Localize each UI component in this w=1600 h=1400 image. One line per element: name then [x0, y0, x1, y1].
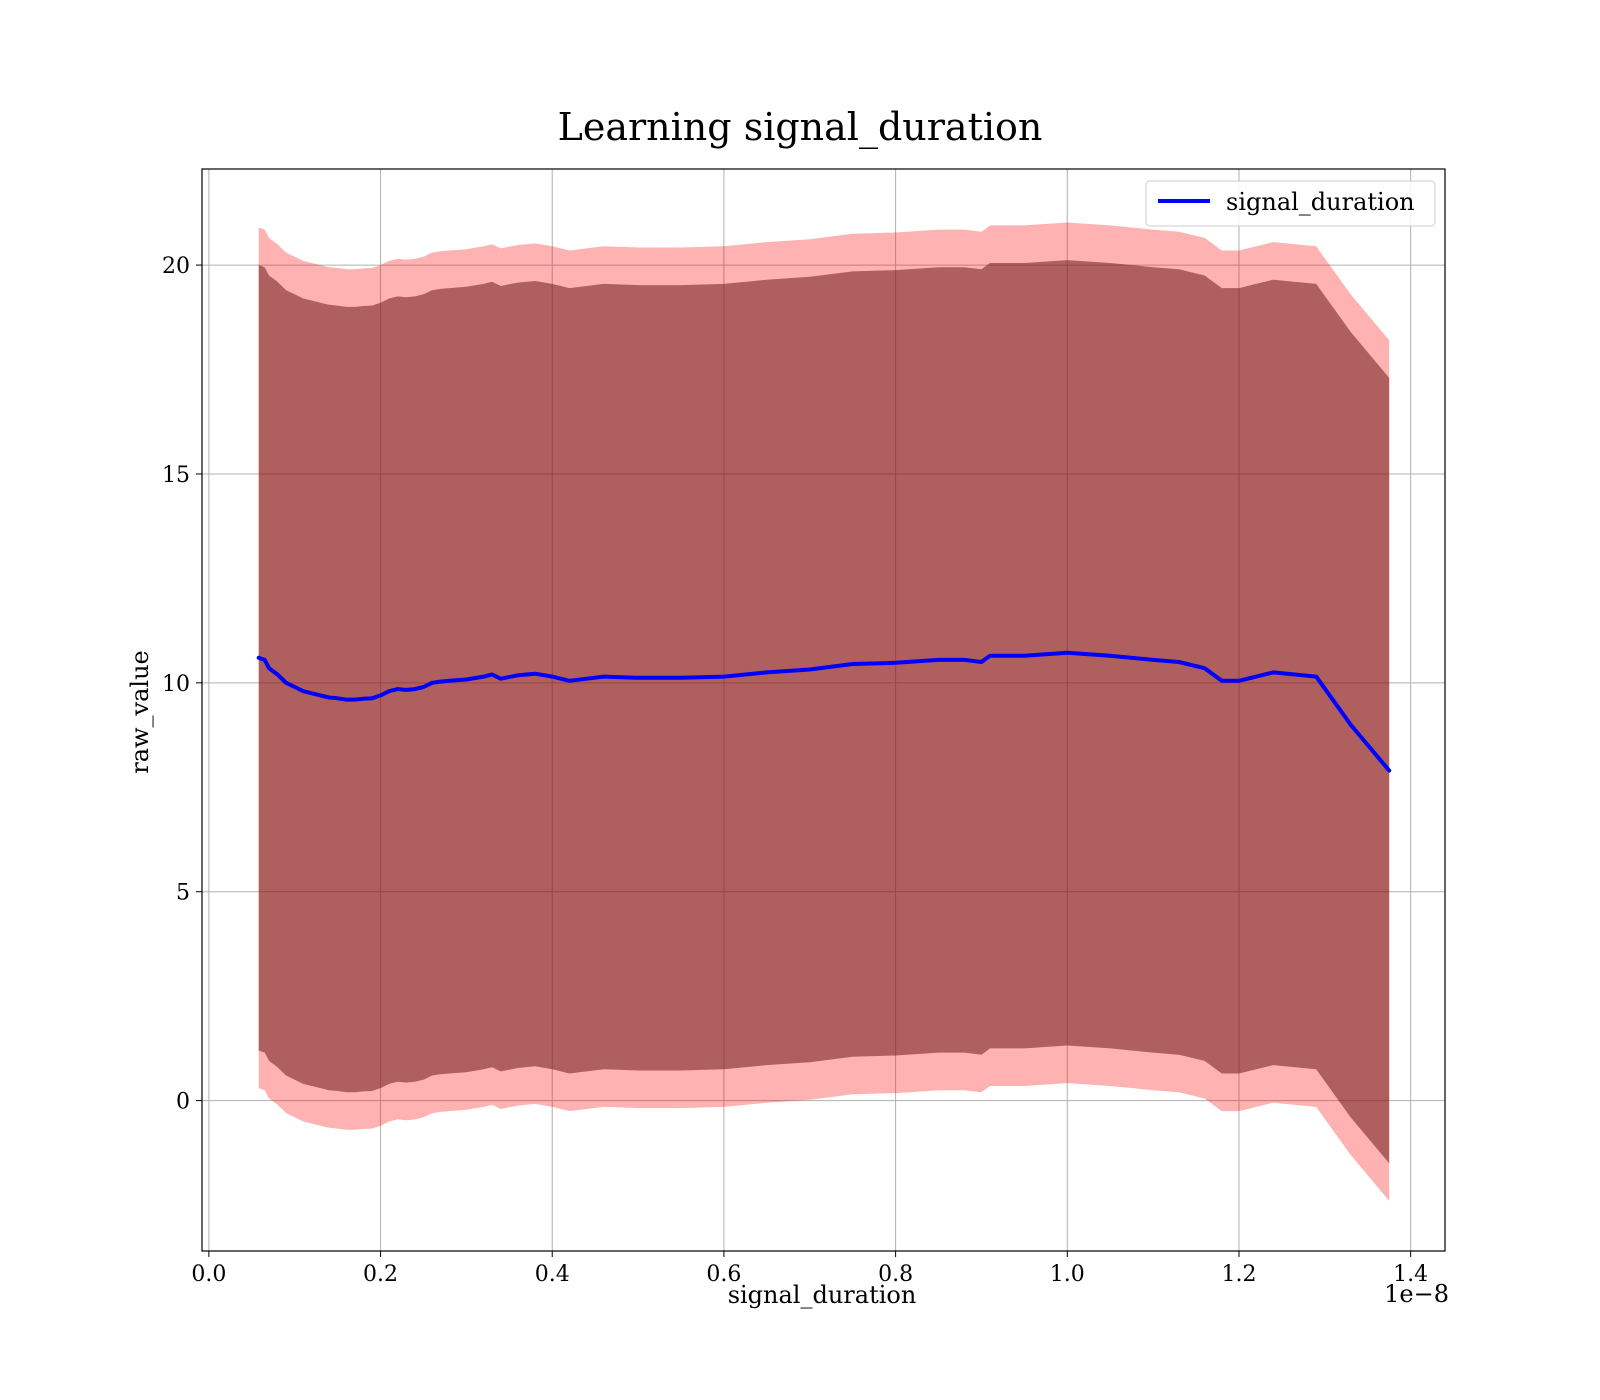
x-tick-label: 0.4 — [535, 1262, 570, 1287]
x-axis-label: signal_duration — [728, 1281, 917, 1309]
x-tick-label: 1.4 — [1393, 1262, 1428, 1287]
x-tick-label: 0.8 — [878, 1262, 913, 1287]
legend-entry-label: signal_duration — [1226, 188, 1415, 216]
axes-frame — [201, 168, 1446, 1252]
x-axis-ticks: 0.0 0.2 0.4 0.6 0.8 1.0 1.2 1.4 — [191, 1251, 1428, 1287]
inner-confidence-band — [258, 260, 1390, 1164]
x-tick-label: 0.6 — [706, 1262, 741, 1287]
legend: signal_duration — [1145, 180, 1436, 227]
x-tick-label: 0.2 — [363, 1262, 398, 1287]
y-tick-label: 0 — [176, 1090, 190, 1115]
y-tick-label: 20 — [162, 254, 190, 279]
x-tick-label: 1.0 — [1050, 1262, 1085, 1287]
y-tick-label: 10 — [162, 672, 190, 697]
y-axis-label: raw_value — [126, 650, 154, 774]
x-axis-offset-label: 1e−8 — [1384, 1280, 1449, 1308]
chart-title: Learning signal_duration — [558, 105, 1043, 150]
series-line-signal-duration — [256, 650, 1392, 773]
x-tick-label: 1.2 — [1221, 1262, 1256, 1287]
legend-box — [1145, 180, 1436, 227]
confidence-bands — [258, 222, 1390, 1201]
y-axis-ticks: 0 5 10 15 20 — [162, 254, 202, 1115]
x-tick-label: 0.0 — [191, 1262, 226, 1287]
y-tick-label: 5 — [176, 881, 190, 906]
y-tick-label: 15 — [162, 463, 190, 488]
